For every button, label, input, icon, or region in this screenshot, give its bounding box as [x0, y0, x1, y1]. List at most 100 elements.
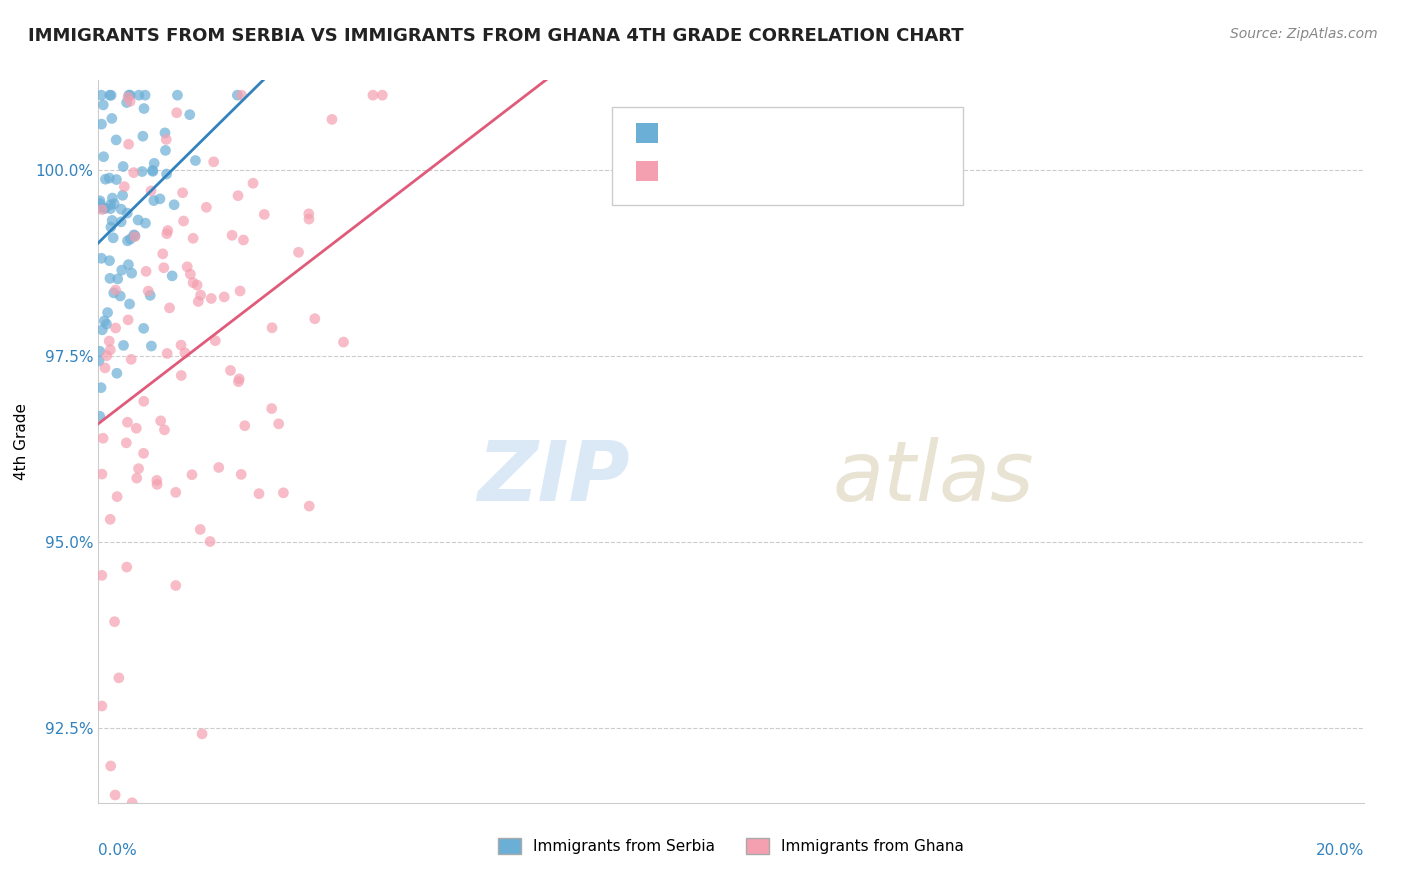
Point [153, 126, 176, 140]
Point [226, 88, 249, 103]
Point [118, 297, 141, 311]
Point [98, 343, 121, 357]
Point [298, 207, 321, 221]
Point [298, 499, 321, 513]
Point [93, 202, 115, 216]
Point [100, 198, 122, 212]
Text: Source: ZipAtlas.com: Source: ZipAtlas.com [1230, 27, 1378, 41]
Point [103, 196, 125, 211]
Point [104, 283, 127, 297]
Point [160, 268, 183, 283]
Point [112, 338, 135, 352]
Point [117, 258, 139, 272]
Point [371, 88, 394, 103]
Point [155, 167, 177, 181]
Point [94, 172, 117, 186]
Point [100, 88, 122, 103]
Point [226, 188, 249, 202]
Point [115, 206, 138, 220]
Point [195, 200, 218, 214]
Text: atlas: atlas [832, 437, 1033, 518]
Point [152, 247, 174, 261]
Point [198, 534, 221, 549]
Point [122, 227, 145, 242]
Point [97, 305, 120, 319]
Point [101, 213, 124, 227]
Point [146, 474, 169, 488]
Point [112, 160, 135, 174]
Point [139, 288, 162, 302]
Point [118, 88, 141, 103]
Point [332, 335, 354, 350]
Point [191, 727, 214, 741]
Point [166, 88, 188, 103]
Point [125, 471, 148, 485]
Point [304, 311, 326, 326]
Point [159, 301, 181, 315]
Point [142, 194, 165, 208]
Point [287, 245, 309, 260]
Point [188, 523, 211, 537]
Point [163, 198, 186, 212]
Point [98, 271, 121, 285]
Point [156, 227, 179, 241]
Point [96, 349, 118, 363]
Point [128, 461, 150, 475]
Point [165, 578, 187, 592]
Point [122, 165, 145, 179]
Point [104, 321, 127, 335]
Point [260, 320, 283, 334]
Point [190, 288, 212, 302]
Point [121, 796, 143, 810]
Point [181, 467, 204, 482]
Point [100, 220, 122, 235]
Y-axis label: 4th Grade: 4th Grade [14, 403, 28, 480]
Point [93, 150, 115, 164]
Point [94, 360, 117, 375]
Point [100, 202, 122, 216]
Point [105, 490, 128, 504]
Point [229, 284, 252, 298]
Point [98, 334, 121, 348]
Point [231, 88, 253, 103]
Point [298, 212, 321, 227]
Point [143, 156, 166, 170]
Point [247, 486, 270, 500]
Point [110, 215, 132, 229]
Point [91, 431, 114, 445]
Point [142, 164, 165, 178]
Point [93, 314, 115, 328]
Point [115, 560, 138, 574]
Point [173, 214, 195, 228]
Point [87, 201, 110, 215]
Point [179, 267, 201, 281]
Point [242, 176, 264, 190]
Point [110, 289, 132, 303]
Point [111, 188, 134, 202]
Point [115, 95, 138, 110]
Point [221, 228, 243, 243]
Point [253, 207, 276, 221]
Point [98, 88, 121, 103]
Point [90, 117, 112, 131]
Point [260, 401, 283, 416]
Text: 0.0%: 0.0% [98, 843, 138, 858]
Point [172, 186, 194, 200]
Point [103, 285, 125, 300]
Point [139, 184, 162, 198]
Point [228, 375, 250, 389]
Point [117, 234, 139, 248]
Point [134, 216, 156, 230]
Point [170, 368, 193, 383]
Point [98, 253, 121, 268]
Point [267, 417, 290, 431]
Point [166, 105, 188, 120]
Point [90, 252, 112, 266]
Text: R = 0.254   N = 99: R = 0.254 N = 99 [668, 163, 825, 181]
Text: IMMIGRANTS FROM SERBIA VS IMMIGRANTS FROM GHANA 4TH GRADE CORRELATION CHART: IMMIGRANTS FROM SERBIA VS IMMIGRANTS FRO… [28, 27, 963, 45]
Point [117, 415, 139, 429]
Point [110, 202, 132, 217]
Point [321, 112, 343, 127]
Point [91, 467, 114, 482]
Text: ZIP: ZIP [477, 437, 630, 518]
